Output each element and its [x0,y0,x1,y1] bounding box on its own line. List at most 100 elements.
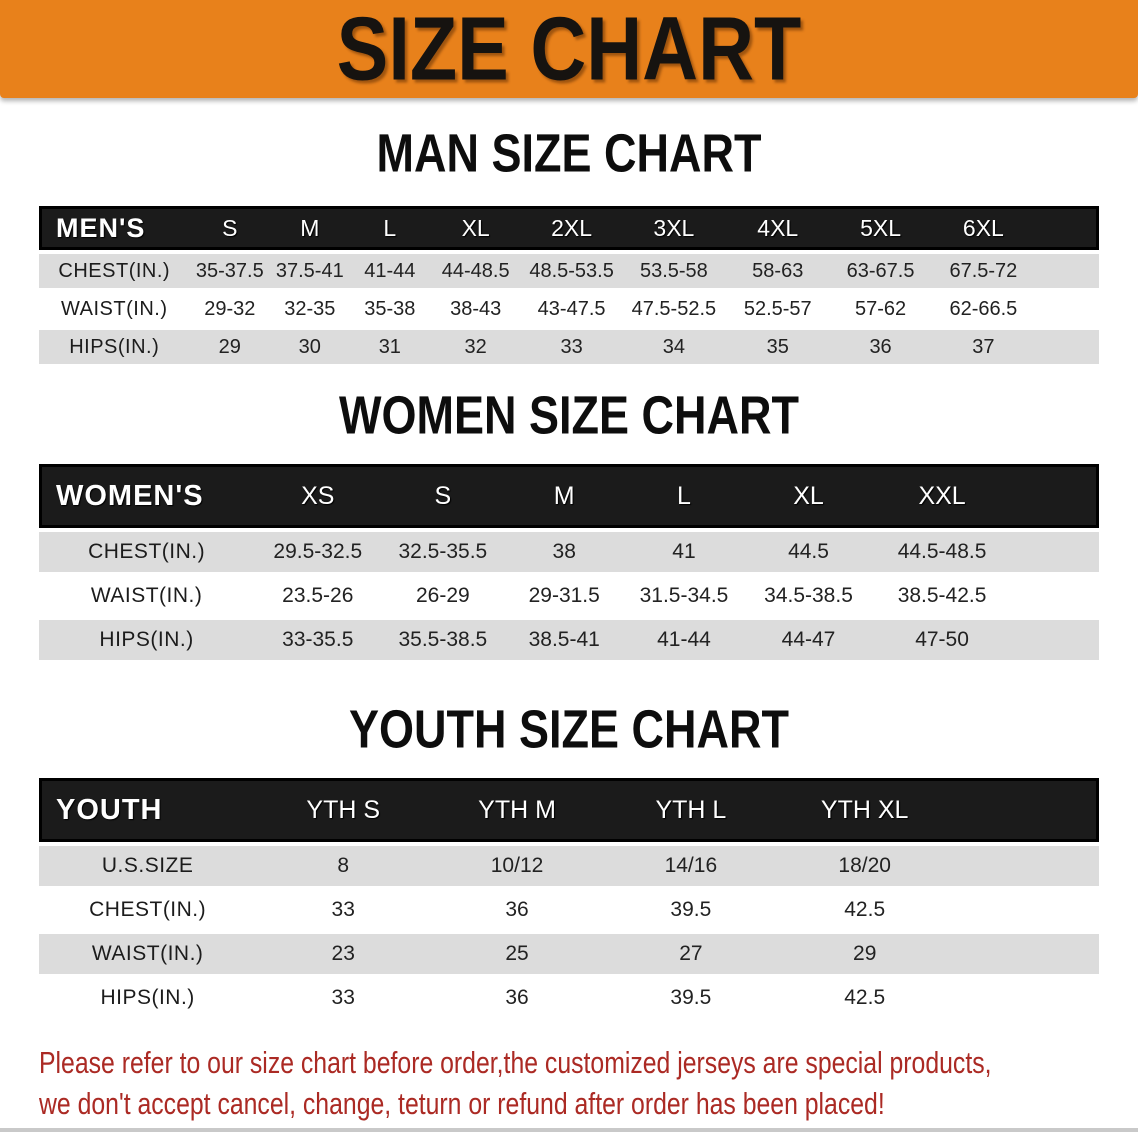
men-size-col-xl: XL [430,206,522,250]
men-row-label: CHEST(IN.) [39,254,190,288]
youth-value-cell: 25 [430,934,604,974]
youth-value-cell: 23 [256,934,431,974]
men-size-col-s: S [189,206,271,250]
men-header-row: MEN'S S M L XL 2XL 3XL 4XL 5XL 6XL [39,206,1099,250]
disclaimer-line-1: Please refer to our size chart before or… [39,1045,992,1080]
men-value-cell: 32-35 [270,292,350,326]
men-row-chest-in: CHEST(IN.) 35-37.5 37.5-41 41-44 44-48.5 48.5… [39,254,1099,288]
youth-value-cell: 10/12 [430,846,604,886]
men-table-label: MEN'S [39,206,190,250]
men-value-cell: 33 [521,330,622,364]
men-size-col-5xl: 5XL [829,206,932,250]
women-value-cell: 32.5-35.5 [381,532,505,572]
women-value-cell: 41 [624,532,744,572]
women-value-cell: 44-47 [743,620,874,660]
men-row-filler [1035,330,1099,364]
men-value-cell: 57-62 [829,292,932,326]
youth-value-cell: 33 [256,978,431,1018]
men-size-col-2xl: 2XL [521,206,622,250]
men-value-cell: 30 [270,330,350,364]
youth-header-row: YOUTH YTH S YTH M YTH L YTH XL [39,778,1099,842]
image-bottom-edge [0,1128,1138,1132]
men-row-label: WAIST(IN.) [39,292,190,326]
youth-row-hips-in: HIPS(IN.) 33 36 39.5 42.5 [39,978,1099,1018]
youth-row-label: U.S.SIZE [39,846,257,886]
youth-header-filler [951,778,1099,842]
women-row-chest-in: CHEST(IN.) 29.5-32.5 32.5-35.5 38 41 44.5 44.5… [39,532,1099,572]
women-size-col-m: M [504,464,625,528]
youth-size-col-yth-l: YTH L [603,778,778,842]
men-size-col-6xl: 6XL [931,206,1036,250]
men-row-hips-in: HIPS(IN.) 29 30 31 32 33 34 35 36 37 [39,330,1099,364]
youth-row-chest-in: CHEST(IN.) 33 36 39.5 42.5 [39,890,1099,930]
women-value-cell: 44.5-48.5 [873,532,1011,572]
women-size-col-xs: XS [254,464,382,528]
youth-value-cell: 36 [430,978,604,1018]
men-value-cell: 31 [349,330,431,364]
banner: SIZE CHART [0,0,1138,98]
women-value-cell: 38.5-41 [504,620,625,660]
women-value-cell: 33-35.5 [254,620,382,660]
women-value-cell: 38.5-42.5 [873,576,1011,616]
youth-value-cell: 33 [256,890,431,930]
men-value-cell: 63-67.5 [829,254,932,288]
men-value-cell: 35 [725,330,830,364]
youth-size-col-yth-m: YTH M [430,778,604,842]
men-size-col-4xl: 4XL [725,206,830,250]
women-value-cell: 29-31.5 [504,576,625,616]
men-value-cell: 43-47.5 [521,292,622,326]
men-value-cell: 35-38 [349,292,431,326]
women-value-cell: 41-44 [624,620,744,660]
men-value-cell: 47.5-52.5 [621,292,726,326]
women-value-cell: 34.5-38.5 [743,576,874,616]
youth-value-cell: 36 [430,890,604,930]
men-value-cell: 36 [829,330,932,364]
youth-row-filler [951,890,1099,930]
youth-row-u-s-size: U.S.SIZE 8 10/12 14/16 18/20 [39,846,1099,886]
men-row-waist-in: WAIST(IN.) 29-32 32-35 35-38 38-43 43-47.5 47.… [39,292,1099,326]
women-row-filler [1010,532,1099,572]
women-row-waist-in: WAIST(IN.) 23.5-26 26-29 29-31.5 31.5-34.5 34… [39,576,1099,616]
youth-row-waist-in: WAIST(IN.) 23 25 27 29 [39,934,1099,974]
youth-value-cell: 39.5 [603,978,778,1018]
men-value-cell: 38-43 [430,292,522,326]
women-header-row: WOMEN'S XS S M L XL XXL [39,464,1099,528]
men-value-cell: 48.5-53.5 [521,254,622,288]
youth-value-cell: 14/16 [603,846,778,886]
women-section: WOMEN SIZE CHART WOMEN'S XS S M L XL XXL CHEST(… [0,388,1138,664]
women-value-cell: 35.5-38.5 [381,620,505,660]
youth-value-cell: 18/20 [777,846,952,886]
women-size-col-xxl: XXL [873,464,1011,528]
men-value-cell: 44-48.5 [430,254,522,288]
men-value-cell: 32 [430,330,522,364]
women-size-col-xl: XL [743,464,874,528]
women-row-filler [1010,576,1099,616]
youth-size-col-yth-s: YTH S [256,778,431,842]
men-value-cell: 62-66.5 [931,292,1036,326]
youth-row-label: WAIST(IN.) [39,934,257,974]
youth-section-heading: YOUTH SIZE CHART [348,698,790,760]
youth-value-cell: 42.5 [777,890,952,930]
disclaimer: Please refer to our size chart before or… [39,1045,1099,1121]
women-header-filler [1010,464,1099,528]
women-value-cell: 29.5-32.5 [254,532,382,572]
youth-value-cell: 39.5 [603,890,778,930]
men-row-label: HIPS(IN.) [39,330,190,364]
men-section-heading: MAN SIZE CHART [376,122,762,184]
youth-size-table: YOUTH YTH S YTH M YTH L YTH XL U.S.SIZE 8 10/12… [39,774,1099,1022]
men-header-filler [1035,206,1099,250]
women-size-table: WOMEN'S XS S M L XL XXL CHEST(IN.) 29.5-32.5 32.5… [39,460,1099,664]
men-value-cell: 58-63 [725,254,830,288]
youth-value-cell: 27 [603,934,778,974]
men-size-col-l: L [349,206,431,250]
youth-row-label: HIPS(IN.) [39,978,257,1018]
youth-section: YOUTH SIZE CHART YOUTH YTH S YTH M YTH L YTH… [0,698,1138,1022]
women-row-label: WAIST(IN.) [39,576,255,616]
women-value-cell: 44.5 [743,532,874,572]
women-size-col-s: S [381,464,505,528]
men-size-col-m: M [270,206,350,250]
men-size-col-3xl: 3XL [621,206,726,250]
women-size-col-l: L [624,464,744,528]
women-row-label: HIPS(IN.) [39,620,255,660]
